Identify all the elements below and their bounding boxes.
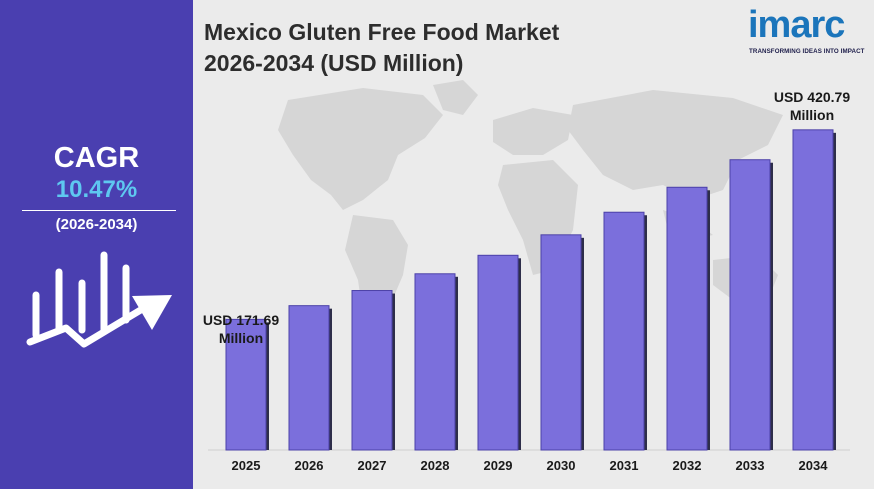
x-tick-labels: 2025 2026 2027 2028 2029 2030 2031 2032 2033 2034 bbox=[232, 458, 829, 473]
x-tick-label-2031: 2031 bbox=[610, 458, 639, 473]
imarc-logo: imarc TRANSFORMING IDEAS INTO IMPACT bbox=[748, 4, 868, 60]
x-tick-label-2030: 2030 bbox=[547, 458, 576, 473]
bar-rect-2026 bbox=[288, 305, 330, 451]
logo-wordmark: imarc bbox=[748, 4, 845, 46]
x-tick-label-2032: 2032 bbox=[673, 458, 702, 473]
bar-2029 bbox=[477, 254, 521, 451]
bar-2025 bbox=[225, 318, 269, 451]
cagr-value: 10.47% bbox=[55, 176, 138, 203]
annotation-2025-line1: USD 171.69 bbox=[202, 312, 280, 328]
bar-2034 bbox=[792, 129, 836, 451]
logo-tagline: TRANSFORMING IDEAS INTO IMPACT bbox=[749, 48, 865, 55]
annotation-2034-line2: Million bbox=[789, 107, 835, 123]
bar-2032 bbox=[666, 186, 710, 451]
cagr-sidebar: CAGR 10.47% (2026-2034) bbox=[0, 0, 193, 489]
x-tick-label-2033: 2033 bbox=[736, 458, 765, 473]
bar-2026 bbox=[288, 305, 332, 451]
bar-rect-2027 bbox=[351, 290, 393, 451]
bar-2027 bbox=[351, 290, 395, 451]
annotation-2025-line2: Million bbox=[218, 330, 264, 346]
chart-title-line2: 2026-2034 (USD Million) bbox=[204, 50, 464, 76]
bar-rect-2034 bbox=[792, 129, 834, 451]
bar-rect-2029 bbox=[477, 254, 519, 451]
annotation-2034: USD 420.79 Million bbox=[762, 88, 862, 124]
bar-rect-2028 bbox=[414, 273, 456, 451]
x-tick-label-2026: 2026 bbox=[295, 458, 324, 473]
bar-rect-2030 bbox=[540, 234, 582, 451]
cagr-label: CAGR bbox=[53, 142, 140, 174]
bar-2033 bbox=[729, 159, 773, 451]
cagr-period: (2026-2034) bbox=[55, 216, 138, 233]
x-tick-label-2029: 2029 bbox=[484, 458, 513, 473]
bar-rect-2025 bbox=[225, 318, 267, 451]
annotation-2034-line1: USD 420.79 bbox=[773, 89, 851, 105]
x-tick-label-2028: 2028 bbox=[421, 458, 450, 473]
cagr-divider bbox=[22, 210, 176, 211]
chart-title-line1: Mexico Gluten Free Food Market bbox=[204, 19, 560, 45]
bar-2028 bbox=[414, 273, 458, 451]
growth-chart-icon bbox=[26, 251, 172, 348]
bar-2030 bbox=[540, 234, 584, 451]
bar-rect-2032 bbox=[666, 186, 708, 451]
x-tick-label-2034: 2034 bbox=[799, 458, 829, 473]
bar-rect-2031 bbox=[603, 211, 645, 451]
x-tick-label-2027: 2027 bbox=[358, 458, 387, 473]
x-tick-label-2025: 2025 bbox=[232, 458, 261, 473]
bar-2031 bbox=[603, 211, 647, 451]
bars-layer bbox=[225, 129, 836, 451]
bar-rect-2033 bbox=[729, 159, 771, 451]
chart-title: Mexico Gluten Free Food Market 2026-2034… bbox=[204, 17, 559, 79]
annotation-2025: USD 171.69 Million bbox=[191, 311, 291, 347]
